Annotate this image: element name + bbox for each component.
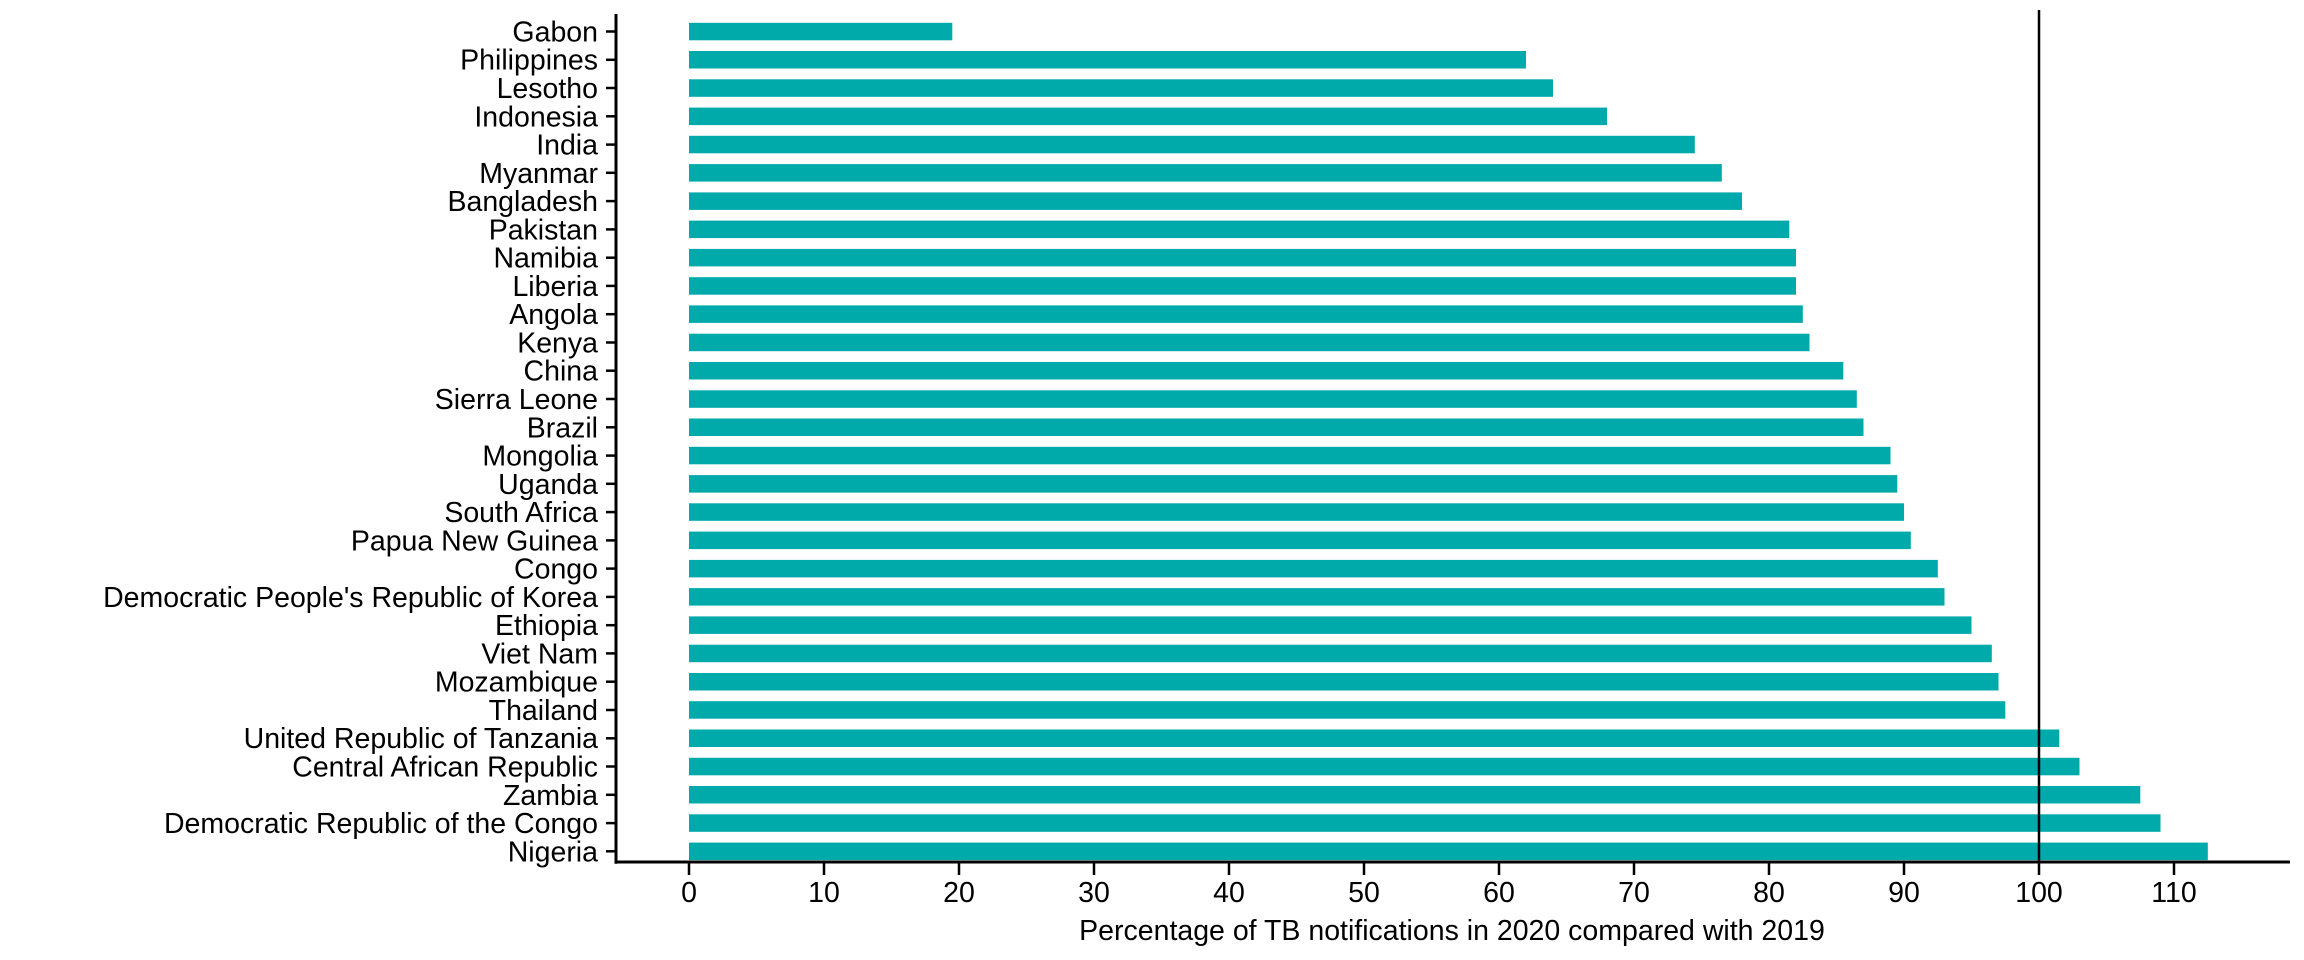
y-label-mongolia: Mongolia bbox=[482, 441, 598, 473]
bar-myanmar bbox=[689, 164, 1722, 182]
bar-democratic-people-s-republic-of-korea bbox=[689, 588, 1945, 606]
bar-nigeria bbox=[689, 842, 2208, 861]
y-label-liberia: Liberia bbox=[512, 271, 598, 303]
y-label-ethiopia: Ethiopia bbox=[495, 610, 598, 642]
bar-mozambique bbox=[689, 673, 1999, 691]
x-tick-label-90: 90 bbox=[1888, 877, 1920, 909]
bar-india bbox=[689, 135, 1695, 154]
bar-brazil bbox=[689, 418, 1864, 436]
x-axis-group: 0 10 20 30 40 50 60 70 80 90 100 110 bbox=[614, 860, 2290, 909]
bar-philippines bbox=[689, 51, 1526, 69]
y-label-namibia: Namibia bbox=[493, 243, 598, 275]
y-label-bangladesh: Bangladesh bbox=[447, 186, 598, 218]
x-axis-title: Percentage of TB notifications in 2020 c… bbox=[1079, 915, 1825, 947]
y-label-congo: Congo bbox=[514, 554, 598, 586]
y-label-lesotho: Lesotho bbox=[497, 73, 598, 105]
x-tick-label-100: 100 bbox=[2015, 877, 2063, 909]
bar-kenya bbox=[689, 333, 1810, 352]
y-label-uganda: Uganda bbox=[498, 469, 598, 501]
y-label-kenya: Kenya bbox=[517, 327, 598, 359]
bar-democratic-republic-of-the-congo bbox=[689, 814, 2161, 832]
bar-central-african-republic bbox=[689, 757, 2080, 776]
bar-pakistan bbox=[689, 220, 1790, 239]
x-tick-label-20: 20 bbox=[943, 877, 975, 909]
x-tick-label-10: 10 bbox=[808, 877, 840, 909]
x-tick-label-110: 110 bbox=[2151, 877, 2196, 909]
x-tick-label-30: 30 bbox=[1078, 877, 1110, 909]
y-label-nigeria: Nigeria bbox=[508, 836, 598, 868]
y-label-zambia: Zambia bbox=[503, 780, 598, 812]
y-label-central-african-republic: Central African Republic bbox=[292, 752, 598, 784]
x-tick-label-40: 40 bbox=[1213, 877, 1245, 909]
bar-viet-nam bbox=[689, 644, 1992, 663]
bar-bangladesh bbox=[689, 192, 1742, 210]
bar-namibia bbox=[689, 248, 1796, 267]
bar-south-africa bbox=[689, 503, 1904, 521]
y-label-brazil: Brazil bbox=[527, 412, 598, 444]
y-label-thailand: Thailand bbox=[489, 695, 598, 727]
y-label-gabon: Gabon bbox=[512, 17, 598, 49]
bar-china bbox=[689, 362, 1844, 380]
y-label-india: India bbox=[536, 130, 598, 162]
bar-uganda bbox=[689, 475, 1898, 493]
x-tick-label-60: 60 bbox=[1483, 877, 1515, 909]
x-tick-label-50: 50 bbox=[1348, 877, 1380, 909]
x-tick-label-70: 70 bbox=[1618, 877, 1650, 909]
bar-indonesia bbox=[689, 107, 1607, 126]
y-label-china: China bbox=[524, 356, 599, 388]
bar-angola bbox=[689, 305, 1803, 323]
y-label-pakistan: Pakistan bbox=[489, 214, 598, 246]
bar-sierra-leone bbox=[689, 390, 1857, 408]
y-label-indonesia: Indonesia bbox=[474, 101, 598, 133]
bar-zambia bbox=[689, 786, 2141, 804]
y-label-philippines: Philippines bbox=[460, 45, 598, 77]
bar-mongolia bbox=[689, 446, 1891, 465]
bar-gabon bbox=[689, 22, 953, 41]
bar-papua-new-guinea bbox=[689, 531, 1911, 550]
bar-liberia bbox=[689, 277, 1796, 295]
y-label-myanmar: Myanmar bbox=[479, 158, 598, 190]
x-tick-label-0: 0 bbox=[681, 877, 697, 909]
y-label-mozambique: Mozambique bbox=[435, 667, 598, 699]
bar-lesotho bbox=[689, 79, 1553, 97]
y-label-viet-nam: Viet Nam bbox=[481, 638, 598, 670]
x-tick-label-80: 80 bbox=[1753, 877, 1785, 909]
bar-ethiopia bbox=[689, 616, 1972, 634]
bar-congo bbox=[689, 559, 1938, 578]
bar-united-republic-of-tanzania bbox=[689, 729, 2060, 747]
bar-thailand bbox=[689, 701, 2006, 719]
y-label-sierra-leone: Sierra Leone bbox=[435, 384, 598, 416]
y-label-united-republic-of-tanzania: United Republic of Tanzania bbox=[244, 723, 599, 755]
y-axis-group: GabonPhilippinesLesothoIndonesiaIndiaMya… bbox=[103, 14, 618, 868]
y-label-democratic-people-s-republic-of-korea: Democratic People's Republic of Korea bbox=[103, 582, 598, 614]
y-label-democratic-republic-of-the-congo: Democratic Republic of the Congo bbox=[164, 808, 598, 840]
y-label-angola: Angola bbox=[509, 299, 598, 331]
y-label-south-africa: South Africa bbox=[444, 497, 598, 529]
y-label-papua-new-guinea: Papua New Guinea bbox=[351, 525, 598, 557]
bars-group bbox=[689, 22, 2208, 861]
